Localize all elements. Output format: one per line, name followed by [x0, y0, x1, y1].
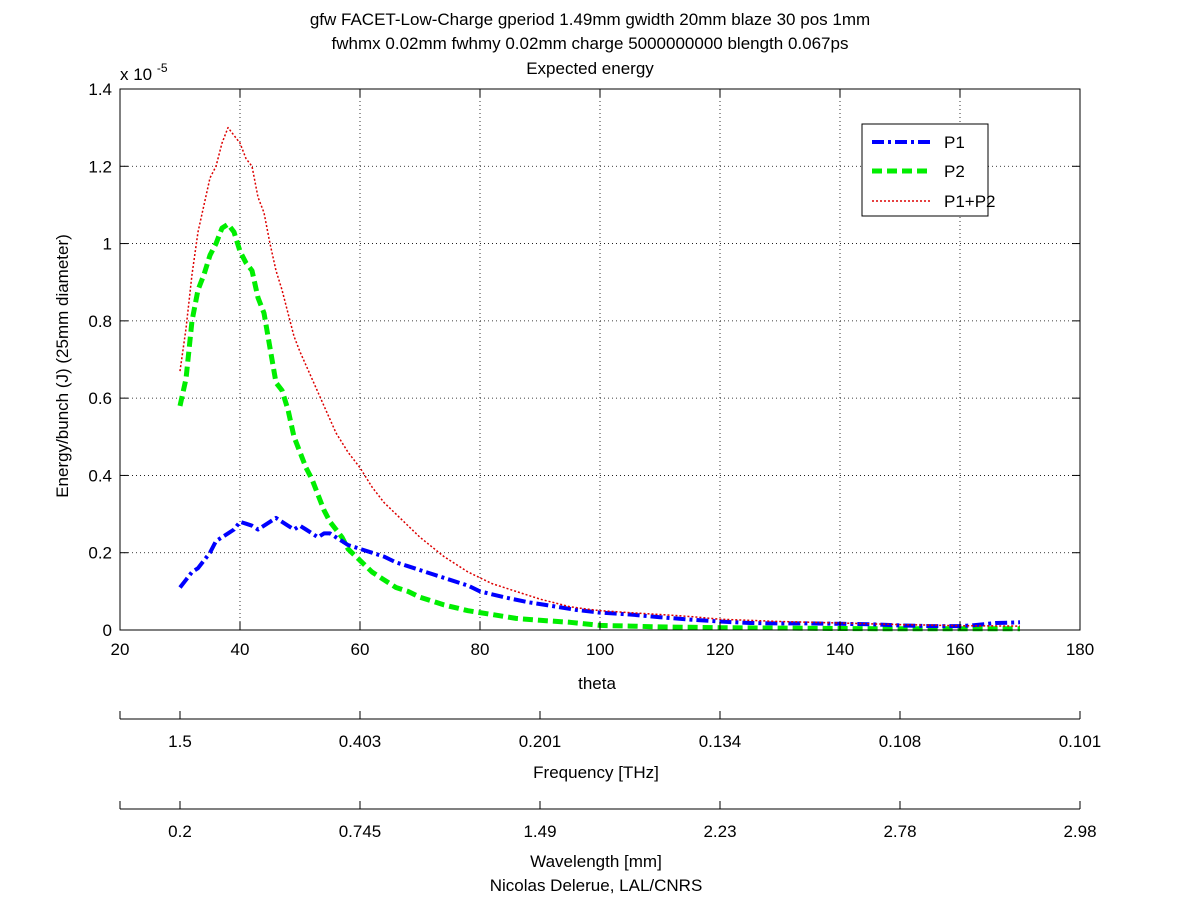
wavelength-tick-label: 2.23 — [703, 822, 736, 841]
y-tick-label: 0.4 — [88, 466, 112, 485]
y-tick-label: 0.8 — [88, 312, 112, 331]
x-tick-label: 40 — [231, 640, 250, 659]
frequency-tick-label: 0.201 — [519, 732, 562, 751]
y-multiplier-exponent: -5 — [157, 61, 168, 75]
series-line-p1-plus-p2 — [179, 126, 1021, 627]
frequency-axis-ticks: 1.5 0.403 0.201 0.134 0.108 0.101 — [119, 711, 1102, 751]
wavelength-axis-label: Wavelength [mm] — [530, 852, 662, 871]
x-tick-label: 140 — [826, 640, 854, 659]
legend-label-p1p2: P1+P2 — [944, 192, 996, 211]
wavelength-axis-ticks: 0.2 0.745 1.49 2.23 2.78 2.98 — [119, 801, 1097, 841]
chart-title-line-1: gfw FACET-Low-Charge gperiod 1.49mm gwid… — [310, 10, 870, 29]
frequency-tick-label: 0.134 — [699, 732, 742, 751]
y-tick-label: 0.2 — [88, 544, 112, 563]
legend-label-p1: P1 — [944, 133, 965, 152]
x-tick-label: 60 — [351, 640, 370, 659]
wavelength-tick-label: 1.49 — [523, 822, 556, 841]
frequency-tick-label: 1.5 — [168, 732, 192, 751]
wavelength-tick-label: 2.78 — [883, 822, 916, 841]
frequency-axis: 1.5 0.403 0.201 0.134 0.108 0.101 Frequency [… — [119, 711, 1102, 782]
y-tick-label: 1.4 — [88, 80, 112, 99]
x-tick-label: 100 — [586, 640, 614, 659]
primary-axis-ticks: 20 40 60 80 100 120 140 160 180 0 0.2 0.4 0.6 0.8 1 1.2… — [88, 80, 1094, 659]
wavelength-tick-label: 0.2 — [168, 822, 192, 841]
frequency-tick-label: 0.108 — [879, 732, 922, 751]
frequency-tick-label: 0.403 — [339, 732, 382, 751]
legend-label-p2: P2 — [944, 162, 965, 181]
wavelength-tick-label: 0.745 — [339, 822, 382, 841]
x-axis-label: theta — [578, 674, 616, 693]
x-tick-label: 80 — [471, 640, 490, 659]
frequency-axis-label: Frequency [THz] — [533, 763, 659, 782]
y-multiplier-base: x 10 — [120, 65, 152, 84]
wavelength-tick-label: 2.98 — [1063, 822, 1096, 841]
x-tick-label: 20 — [111, 640, 130, 659]
y-tick-label: 0.6 — [88, 389, 112, 408]
series-layer — [177, 126, 1021, 632]
wavelength-axis: 0.2 0.745 1.49 2.23 2.78 2.98 Wavelength [mm] — [119, 801, 1097, 871]
chart-title-line-3: Expected energy — [526, 59, 654, 78]
x-tick-label: 180 — [1066, 640, 1094, 659]
y-tick-label: 0 — [103, 621, 112, 640]
series-line-p1 — [178, 515, 1021, 629]
chart-title-line-2: fwhmx 0.02mm fwhmy 0.02mm charge 5000000… — [332, 34, 849, 53]
grid — [120, 89, 1080, 630]
credit-text: Nicolas Delerue, LAL/CNRS — [490, 876, 703, 895]
legend: P1 P2 P1+P2 — [861, 123, 996, 217]
y-tick-label: 1 — [103, 235, 112, 254]
x-tick-label: 120 — [706, 640, 734, 659]
y-multiplier: x 10 -5 — [120, 61, 168, 84]
y-tick-label: 1.2 — [88, 157, 112, 176]
y-axis-label: Energy/bunch (J) (25mm diameter) — [53, 234, 72, 498]
frequency-tick-label: 0.101 — [1059, 732, 1102, 751]
x-tick-label: 160 — [946, 640, 974, 659]
series-line-p2 — [177, 221, 1020, 632]
